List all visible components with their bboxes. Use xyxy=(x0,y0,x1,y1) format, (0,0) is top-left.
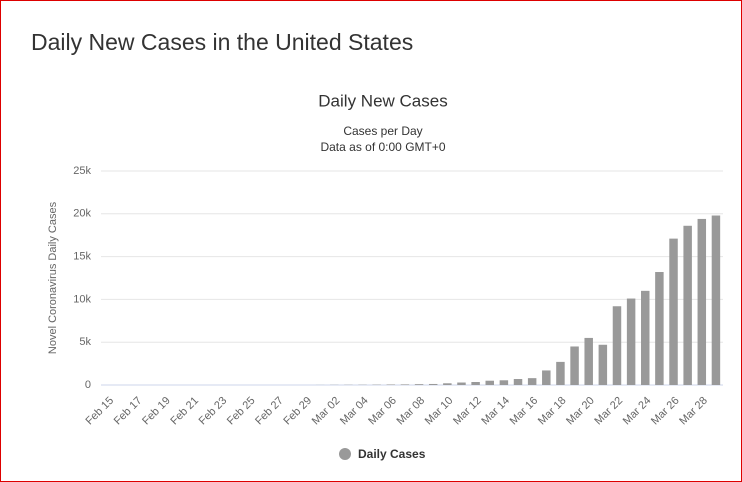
x-tick-label: Feb 27 xyxy=(253,395,286,428)
x-tick-label: Feb 21 xyxy=(168,395,201,428)
y-tick-label: 15k xyxy=(73,251,91,263)
legend-label: Daily Cases xyxy=(358,447,426,461)
x-tick-label: Feb 29 xyxy=(281,395,314,428)
x-tick-label: Mar 10 xyxy=(423,395,456,428)
y-tick-label: 25k xyxy=(73,165,91,177)
bar xyxy=(414,384,424,385)
bar xyxy=(598,344,608,385)
bar xyxy=(612,306,622,385)
bar xyxy=(400,384,410,385)
bar xyxy=(697,218,707,385)
bar xyxy=(457,382,466,385)
bar xyxy=(471,382,480,385)
bar xyxy=(641,290,650,385)
bar xyxy=(485,380,494,385)
x-tick-label: Feb 19 xyxy=(140,395,173,428)
bar xyxy=(499,380,509,385)
bar xyxy=(386,384,396,385)
bar xyxy=(584,337,593,385)
legend-marker xyxy=(339,448,351,460)
bar xyxy=(527,378,537,385)
x-tick-label: Mar 26 xyxy=(649,395,682,428)
y-tick-label: 10k xyxy=(73,293,91,305)
x-tick-label: Mar 24 xyxy=(621,395,654,428)
x-tick-label: Mar 18 xyxy=(536,395,569,428)
y-tick-label: 20k xyxy=(73,208,91,220)
x-tick-label: Feb 23 xyxy=(197,395,230,428)
bar xyxy=(570,346,579,385)
chart-subtitle: Cases per Day xyxy=(343,124,422,138)
x-tick-label: Mar 08 xyxy=(395,395,428,428)
bar xyxy=(556,361,565,385)
bar xyxy=(683,225,692,385)
y-axis-title: Novel Coronavirus Daily Cases xyxy=(47,201,59,354)
x-tick-label: Mar 20 xyxy=(564,395,597,428)
x-tick-label: Mar 28 xyxy=(677,395,710,428)
chart-subtitle: Data as of 0:00 GMT+0 xyxy=(320,140,445,154)
x-tick-label: Mar 04 xyxy=(338,395,371,428)
bar xyxy=(443,383,452,385)
x-tick-label: Feb 25 xyxy=(225,395,258,428)
x-tick-label: Mar 02 xyxy=(310,395,343,428)
x-tick-label: Mar 06 xyxy=(366,395,399,428)
bar xyxy=(655,272,664,385)
y-tick-label: 5k xyxy=(79,336,91,348)
y-tick-label: 0 xyxy=(85,379,91,391)
x-tick-label: Mar 16 xyxy=(508,395,541,428)
chart-title: Daily New Cases xyxy=(318,91,447,110)
x-tick-label: Mar 22 xyxy=(592,395,625,428)
x-tick-label: Feb 15 xyxy=(84,395,117,428)
bar xyxy=(669,238,678,385)
bar xyxy=(513,379,523,385)
bar xyxy=(626,298,636,385)
bar xyxy=(711,215,721,385)
bar xyxy=(542,370,551,385)
page-title: Daily New Cases in the United States xyxy=(31,29,414,55)
x-tick-label: Mar 12 xyxy=(451,395,484,428)
x-tick-label: Mar 14 xyxy=(479,395,512,428)
bar xyxy=(428,383,438,385)
x-tick-label: Feb 17 xyxy=(112,395,145,428)
